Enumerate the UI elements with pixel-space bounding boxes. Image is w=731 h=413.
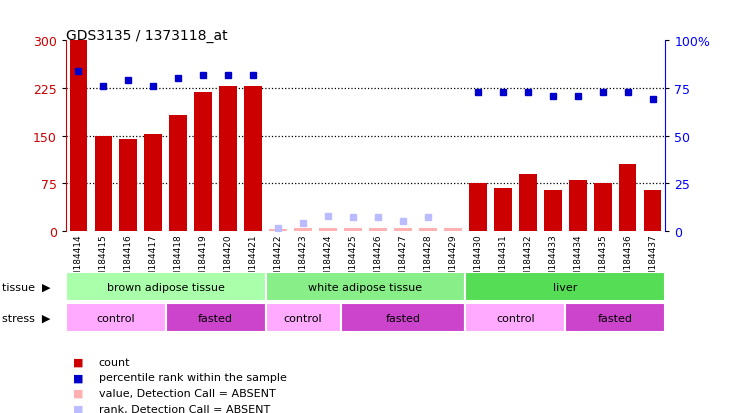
Bar bbox=[145, 135, 162, 231]
Bar bbox=[419, 229, 436, 231]
Text: control: control bbox=[496, 313, 534, 323]
Bar bbox=[544, 190, 561, 231]
Text: ■: ■ bbox=[73, 357, 83, 367]
Text: GDS3135 / 1373118_at: GDS3135 / 1373118_at bbox=[66, 29, 227, 43]
Text: stress  ▶: stress ▶ bbox=[2, 313, 50, 323]
Text: ■: ■ bbox=[73, 404, 83, 413]
Text: brown adipose tissue: brown adipose tissue bbox=[107, 282, 224, 292]
Bar bbox=[244, 87, 262, 231]
Bar bbox=[444, 229, 462, 231]
Bar bbox=[319, 229, 337, 231]
Bar bbox=[94, 136, 112, 231]
Text: fasted: fasted bbox=[385, 313, 420, 323]
Bar bbox=[519, 174, 537, 231]
Text: count: count bbox=[99, 357, 130, 367]
Bar bbox=[265, 304, 341, 332]
Text: fasted: fasted bbox=[198, 313, 233, 323]
Bar bbox=[594, 184, 612, 231]
Bar bbox=[344, 229, 362, 231]
Text: white adipose tissue: white adipose tissue bbox=[308, 282, 423, 292]
Bar bbox=[119, 140, 137, 231]
Text: rank, Detection Call = ABSENT: rank, Detection Call = ABSENT bbox=[99, 404, 270, 413]
Text: ■: ■ bbox=[73, 388, 83, 398]
Text: percentile rank within the sample: percentile rank within the sample bbox=[99, 373, 287, 382]
Bar bbox=[341, 304, 466, 332]
Bar bbox=[469, 184, 487, 231]
Bar bbox=[644, 190, 662, 231]
Bar bbox=[466, 273, 665, 301]
Bar bbox=[369, 229, 387, 231]
Bar bbox=[394, 229, 412, 231]
Bar bbox=[170, 115, 187, 231]
Bar bbox=[619, 165, 637, 231]
Bar bbox=[166, 304, 265, 332]
Text: control: control bbox=[284, 313, 322, 323]
Text: ■: ■ bbox=[73, 373, 83, 382]
Bar bbox=[494, 188, 512, 231]
Bar bbox=[66, 273, 265, 301]
Text: tissue  ▶: tissue ▶ bbox=[2, 282, 50, 292]
Text: fasted: fasted bbox=[598, 313, 633, 323]
Bar bbox=[69, 41, 87, 231]
Text: value, Detection Call = ABSENT: value, Detection Call = ABSENT bbox=[99, 388, 276, 398]
Bar bbox=[466, 304, 565, 332]
Bar bbox=[295, 229, 312, 231]
Text: control: control bbox=[96, 313, 135, 323]
Bar bbox=[66, 304, 166, 332]
Bar bbox=[569, 180, 586, 231]
Text: liver: liver bbox=[553, 282, 577, 292]
Bar bbox=[265, 273, 466, 301]
Bar bbox=[194, 93, 212, 231]
Bar bbox=[219, 87, 237, 231]
Bar bbox=[269, 229, 287, 231]
Bar bbox=[565, 304, 665, 332]
